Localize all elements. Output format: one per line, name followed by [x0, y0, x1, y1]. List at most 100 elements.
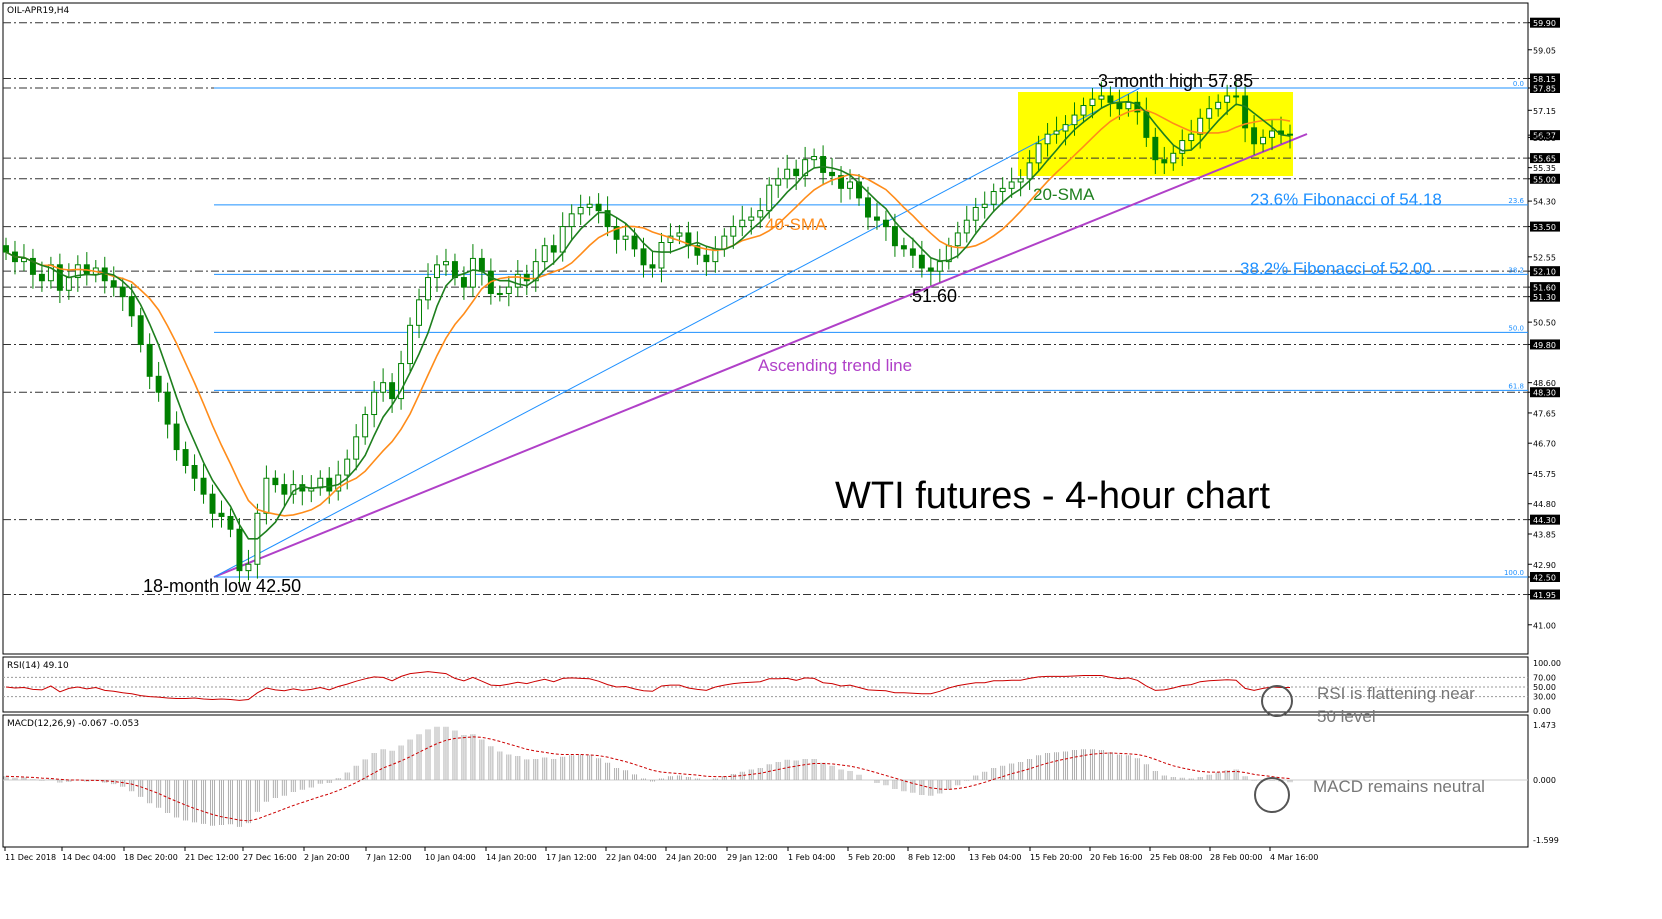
candle-body: [245, 563, 252, 572]
candle-body: [775, 178, 782, 186]
candle-body: [218, 512, 225, 517]
price-label: 52.10: [1533, 268, 1556, 277]
candle-body: [999, 187, 1006, 193]
price-label: 57.85: [1533, 85, 1556, 94]
price-label-box: [1530, 221, 1560, 232]
levels-layer: [3, 22, 1528, 596]
candle-body: [344, 458, 351, 476]
candle-body: [1260, 136, 1267, 145]
ascending-trend-line: [213, 133, 1308, 578]
candle-body: [891, 226, 898, 247]
candle-body: [407, 324, 414, 365]
time-label: 27 Dec 16:00: [243, 853, 297, 862]
price-label-box: [1530, 173, 1560, 184]
candle-body: [1062, 124, 1069, 132]
candle-body: [3, 245, 9, 253]
candle-body: [182, 449, 189, 467]
candle-body: [443, 261, 449, 266]
candle-body: [595, 203, 602, 212]
rsi-axis-label: 0.00: [1533, 707, 1551, 716]
price-label-box: [1530, 266, 1560, 277]
rsi-note-line2: 50 level: [1317, 707, 1376, 726]
price-label: 48.30: [1533, 389, 1556, 398]
candle-body: [272, 477, 279, 486]
candle-body: [20, 257, 27, 263]
time-label: 1 Feb 04:00: [788, 853, 835, 862]
candle-body: [191, 465, 198, 479]
candle-body: [29, 257, 36, 275]
price-label: 45.75: [1533, 470, 1556, 479]
candle-body: [1125, 101, 1132, 110]
time-label: 4 Mar 16:00: [1270, 853, 1318, 862]
candle-body: [622, 235, 629, 240]
price-label: 58.15: [1533, 75, 1556, 84]
fib236-label: 23.6% Fibonacci of 54.18: [1250, 190, 1442, 209]
price-label-box: [1530, 130, 1560, 141]
candle-body: [1224, 95, 1231, 103]
candle-body: [389, 382, 396, 400]
fib382-label: 38.2% Fibonacci of 52.00: [1240, 259, 1432, 278]
candle-body: [110, 280, 117, 288]
candle-body: [936, 261, 943, 272]
price-label: 44.30: [1533, 516, 1556, 525]
high-annotation: 3-month high 57.85: [1098, 71, 1253, 91]
candle-body: [909, 248, 916, 256]
price-label: 41.00: [1533, 621, 1556, 630]
macd-note: MACD remains neutral: [1313, 777, 1485, 796]
sma40-line: [5, 108, 1291, 517]
macd-layer: 1.473 0.000 -1.599: [3, 721, 1559, 845]
price-label-box: [1530, 514, 1560, 525]
rsi-panel-frame: [2, 656, 1529, 713]
candle-body: [640, 248, 647, 266]
price-label: 41.95: [1533, 591, 1556, 600]
candle-body: [1035, 143, 1042, 164]
candle-body: [1251, 127, 1258, 145]
price-label-box: [1530, 17, 1560, 28]
price-label-box: [1530, 589, 1560, 600]
candle-body: [900, 245, 907, 250]
candle-body: [434, 264, 440, 279]
candle-body: [1188, 133, 1195, 142]
price-label: 43.85: [1533, 530, 1556, 539]
macd-label: MACD(12,26,9) -0.067 -0.053: [7, 719, 139, 729]
price-label-box: [1530, 83, 1560, 93]
candle-body: [820, 155, 827, 173]
candle-body: [281, 484, 288, 495]
candle-body: [990, 191, 997, 205]
candle-body: [1107, 95, 1114, 103]
candle-body: [550, 245, 557, 253]
candle-body: [802, 159, 809, 177]
candle-body: [784, 168, 791, 180]
symbol-label: OIL-APR19,H4: [7, 6, 70, 16]
candle-body: [478, 257, 485, 272]
price-label-box: [1530, 291, 1560, 302]
candle-body: [972, 206, 979, 221]
time-label: 5 Feb 20:00: [848, 853, 895, 862]
candle-body: [873, 216, 880, 221]
candle-body: [1179, 140, 1186, 154]
time-label: 8 Feb 12:00: [908, 853, 955, 862]
candle-body: [155, 375, 162, 393]
candle-body: [398, 363, 405, 400]
main-panel-frame: [2, 2, 1529, 655]
candle-body: [577, 206, 584, 215]
time-label: 7 Jan 12:00: [366, 853, 412, 862]
macd-axis-label: -1.599: [1533, 836, 1559, 845]
time-label: 10 Jan 04:00: [425, 853, 476, 862]
macd-axis-label: 1.473: [1533, 721, 1556, 730]
channel-line: [213, 87, 1141, 578]
price-label-box: [1530, 572, 1560, 582]
candle-body: [119, 286, 126, 298]
candle-body: [981, 203, 988, 208]
fib-ratio-label: 23.6: [1508, 197, 1524, 205]
chart-title: WTI futures - 4-hour chart: [835, 475, 1270, 517]
price-label-box: [1530, 339, 1560, 350]
candle-body: [793, 168, 800, 177]
candle-body: [514, 273, 521, 288]
price-label: 56.37: [1533, 132, 1556, 141]
rsi-axis-label: 50.00: [1533, 683, 1556, 692]
candle-body: [856, 181, 862, 199]
candle-body: [1242, 95, 1249, 129]
candle-body: [676, 232, 683, 237]
